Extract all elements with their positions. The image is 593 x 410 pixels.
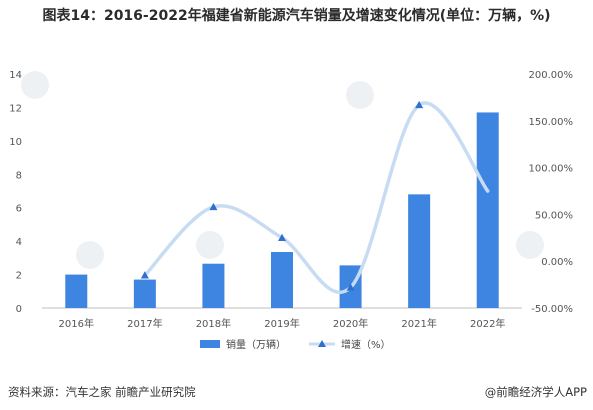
chart-title: 图表14：2016-2022年福建省新能源汽车销量及增速变化情况(单位：万辆，%… — [42, 8, 551, 24]
source-note: 资料来源：汽车之家 前瞻产业研究院 — [8, 385, 196, 399]
triangle-marker — [415, 100, 424, 109]
triangle-marker — [278, 233, 286, 241]
watermark-logo-icon — [76, 241, 104, 269]
growth-line — [143, 101, 490, 295]
watermark-logo-icon — [346, 81, 374, 109]
y-left-tick-label: 14 — [9, 70, 22, 81]
legend: 销量（万辆） 增速（%） — [200, 338, 391, 351]
x-tick-label: 2018年 — [196, 317, 231, 330]
y-left-tick-label: 8 — [16, 170, 22, 181]
legend-bar-swatch — [200, 340, 220, 348]
y-right-tick-label: 50.00% — [535, 210, 573, 221]
watermark-layer — [21, 71, 544, 269]
axes: 0 2 4 6 8 10 12 14 -50.00% 0.00% 50.00% 100.00% 150.… — [9, 70, 573, 330]
x-tick-label: 2020年 — [333, 317, 368, 330]
bar — [476, 112, 499, 308]
y-left-tick-label: 4 — [16, 237, 22, 248]
watermark-logo-icon — [196, 231, 224, 259]
brand-credit: @前瞻经济学人APP — [484, 385, 587, 399]
x-tick-label: 2019年 — [264, 317, 299, 330]
y-right-tick-label: 0.00% — [541, 257, 573, 268]
triangle-marker — [209, 202, 218, 211]
y-right-tick-label: 100.00% — [529, 164, 574, 175]
bar — [65, 274, 88, 308]
y-right-tick-label: 200.00% — [529, 70, 574, 81]
y-left-tick-label: 2 — [16, 271, 22, 282]
triangle-marker — [140, 271, 149, 279]
y-left-tick-label: 6 — [16, 204, 22, 215]
bar — [202, 263, 225, 308]
legend-triangle-icon — [318, 340, 326, 347]
bar — [133, 279, 156, 308]
y-left-tick-label: 0 — [16, 304, 22, 315]
bar — [408, 194, 431, 308]
triangle-marker — [346, 283, 355, 291]
y-left-tick-label: 10 — [9, 137, 22, 148]
x-tick-label: 2021年 — [401, 317, 436, 330]
legend-label-bar: 销量（万辆） — [226, 338, 286, 351]
watermark-logo-icon — [516, 231, 544, 259]
y-right-tick-label: -50.00% — [531, 304, 573, 315]
bar — [271, 252, 293, 308]
x-tick-label: 2017年 — [127, 317, 162, 330]
line-series — [140, 100, 490, 295]
legend-label-line: 增速（%） — [341, 338, 391, 351]
x-tick-label: 2022年 — [470, 317, 505, 330]
y-left-tick-label: 12 — [9, 103, 22, 114]
x-tick-label: 2016年 — [59, 317, 94, 330]
y-right-tick-label: 150.00% — [529, 117, 574, 128]
bar-series — [65, 112, 499, 308]
watermark-logo-icon — [21, 71, 49, 99]
